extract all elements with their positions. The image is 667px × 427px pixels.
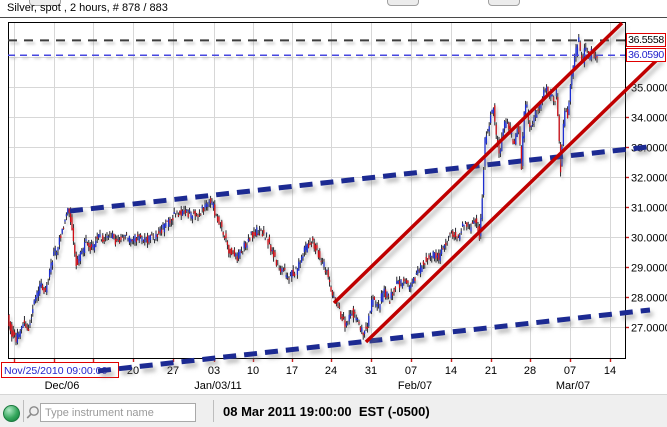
svg-text:35.0000: 35.0000	[631, 83, 667, 95]
svg-text:17: 17	[286, 365, 298, 377]
price-marker-high: 36.5558	[626, 33, 666, 47]
toolbar-button-fragment	[29, 0, 61, 6]
svg-text:29.0000: 29.0000	[631, 263, 667, 275]
toolbar-button-fragment	[488, 0, 520, 6]
svg-text:28.0000: 28.0000	[631, 293, 667, 305]
svg-text:07: 07	[405, 365, 417, 377]
price-chart[interactable]: 35.000034.000033.000032.000031.000030.00…	[0, 0, 667, 394]
svg-text:Mar/07: Mar/07	[556, 380, 590, 392]
svg-text:Jan/03/11: Jan/03/11	[194, 380, 242, 392]
search-icon	[26, 405, 40, 419]
separator	[213, 400, 214, 422]
separator	[23, 400, 24, 422]
chart-titlebar: Silver, spot , 2 hours, # 878 / 883	[0, 0, 667, 18]
connection-status-icon	[3, 405, 20, 422]
toolbar-button-fragment	[387, 0, 419, 6]
svg-text:30.0000: 30.0000	[631, 233, 667, 245]
svg-text:32.0000: 32.0000	[631, 173, 667, 185]
svg-text:34.0000: 34.0000	[631, 113, 667, 125]
svg-text:24: 24	[325, 365, 337, 377]
svg-text:07: 07	[564, 365, 576, 377]
svg-text:27.0000: 27.0000	[631, 323, 667, 335]
svg-text:31: 31	[365, 365, 377, 377]
server-time: 08 Mar 2011 19:00:00 EST (-0500)	[223, 404, 430, 419]
svg-text:03: 03	[208, 365, 220, 377]
svg-text:10: 10	[247, 365, 259, 377]
svg-text:14: 14	[445, 365, 457, 377]
svg-text:Nov/25/2010 09:00:00: Nov/25/2010 09:00:00	[4, 365, 107, 377]
instrument-search-input[interactable]	[40, 403, 196, 422]
svg-text:31.0000: 31.0000	[631, 203, 667, 215]
chart-title: Silver, spot , 2 hours, # 878 / 883	[7, 2, 168, 14]
svg-text:Dec/06: Dec/06	[45, 380, 80, 392]
price-marker-current: 36.0590	[626, 48, 666, 62]
svg-text:Feb/07: Feb/07	[398, 380, 432, 392]
svg-text:28: 28	[524, 365, 536, 377]
status-bar: 08 Mar 2011 19:00:00 EST (-0500)	[0, 394, 667, 427]
svg-text:21: 21	[485, 365, 497, 377]
svg-text:14: 14	[604, 365, 616, 377]
svg-text:27: 27	[167, 365, 179, 377]
